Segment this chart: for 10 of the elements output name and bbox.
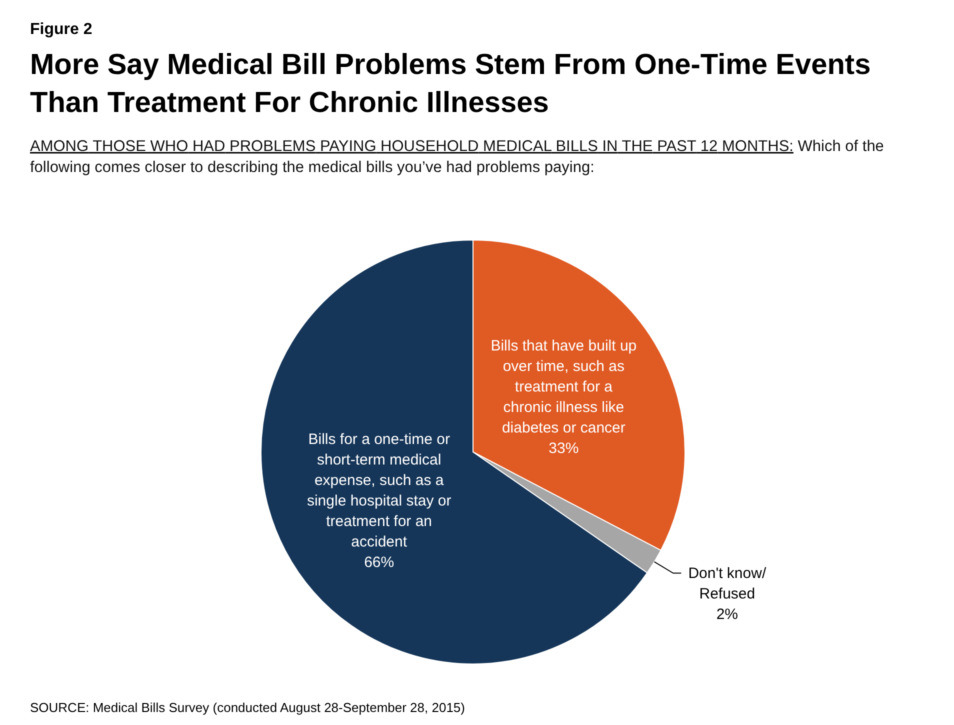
data-label: 66%	[364, 554, 394, 572]
slice-label: Bills for a one-time or short-term medical expense, such as a single hospital stay or treatment for an accident	[306, 431, 452, 551]
slice-label: Bills that have built up over time, such as treatment for a chronic illness like diabetes or cancer	[490, 337, 637, 436]
text: AMONG THOSE WHO HAD PROBLEMS PAYING HOUSEHOLD MEDICAL BILLS IN THE PAST 12 MONTHS: Which of the following comes closer to describing the medical bills you’ve had problems paying:	[30, 138, 884, 176]
source-note: SOURCE: Medical Bills Survey (conducted August 28-September 28, 2015)	[30, 700, 465, 715]
data-label: 2%	[716, 606, 738, 624]
caption: Figure 2	[30, 21, 92, 38]
chart-title: More Say Medical Bill Problems Stem From One-Time Events Than Treatment For Chronic Illnesses	[30, 49, 871, 119]
data-label: 33%	[548, 440, 579, 457]
slice-label: Don't know/ Refused	[688, 565, 767, 603]
